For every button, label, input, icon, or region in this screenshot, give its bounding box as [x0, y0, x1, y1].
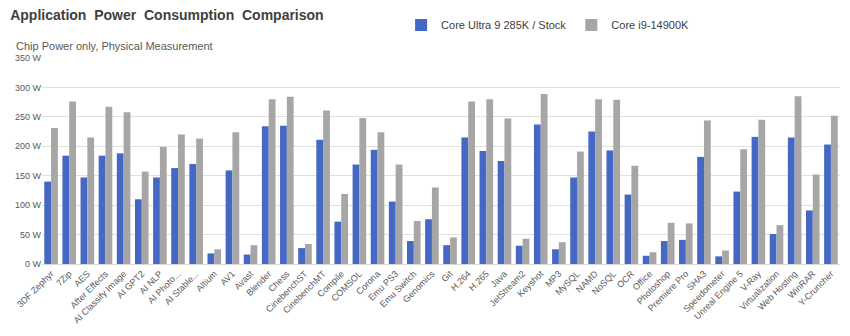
svg-text:Compile: Compile — [315, 269, 345, 299]
svg-text:Blender: Blender — [244, 269, 273, 298]
svg-text:350 W: 350 W — [15, 53, 42, 63]
svg-text:0 W: 0 W — [25, 259, 42, 269]
svg-text:NoSQL: NoSQL — [590, 269, 618, 297]
svg-text:SHA3: SHA3 — [685, 269, 709, 293]
svg-text:AI NLP: AI NLP — [137, 269, 164, 296]
svg-text:250 W: 250 W — [15, 112, 42, 122]
svg-text:AES: AES — [72, 269, 92, 289]
svg-text:Java: Java — [489, 269, 510, 290]
svg-text:Speedometer: Speedometer — [681, 269, 726, 314]
svg-text:CinebenchST: CinebenchST — [264, 268, 310, 314]
svg-text:AI GPT2: AI GPT2 — [115, 269, 146, 300]
svg-text:OCR: OCR — [615, 268, 637, 290]
svg-text:NAMD: NAMD — [574, 268, 600, 294]
svg-text:Office: Office — [631, 269, 655, 293]
svg-text:Photoshop: Photoshop — [635, 269, 673, 307]
svg-text:Emu PS3: Emu PS3 — [366, 269, 400, 303]
svg-text:CinebenchMT: CinebenchMT — [281, 268, 328, 315]
svg-text:3DF Zephyr: 3DF Zephyr — [15, 269, 56, 310]
svg-text:Keyshot: Keyshot — [515, 268, 545, 298]
svg-text:AI Stable...: AI Stable... — [163, 269, 201, 307]
svg-text:Avast: Avast — [232, 268, 255, 291]
svg-text:Core i9-14900K: Core i9-14900K — [611, 19, 689, 31]
svg-text:COMSOL: COMSOL — [329, 269, 364, 304]
svg-text:Genomics: Genomics — [401, 268, 437, 304]
svg-text:200 W: 200 W — [15, 141, 42, 151]
svg-text:MySQL: MySQL — [553, 269, 581, 297]
svg-text:Virtualization: Virtualization — [738, 269, 781, 312]
svg-text:Premiere Pro: Premiere Pro — [646, 269, 691, 314]
svg-text:JetStream2: JetStream2 — [488, 269, 528, 309]
svg-text:MP3: MP3 — [543, 269, 563, 289]
svg-text:100 W: 100 W — [15, 200, 42, 210]
svg-text:Git: Git — [439, 268, 455, 284]
svg-text:Corona: Corona — [354, 269, 382, 297]
svg-text:AI Classify Image: AI Classify Image — [72, 269, 129, 326]
svg-text:7Zip: 7Zip — [54, 269, 73, 288]
svg-text:Emu Switch: Emu Switch — [378, 269, 419, 310]
svg-text:Unreal Engine 5: Unreal Engine 5 — [692, 269, 745, 322]
svg-text:300 W: 300 W — [15, 83, 42, 93]
svg-text:Application Power Consumptio: Application Power Consumption Comparison — [10, 7, 323, 23]
svg-text:AV1: AV1 — [218, 269, 237, 288]
svg-text:50 W: 50 W — [20, 230, 42, 240]
svg-text:H.265: H.265 — [467, 269, 491, 293]
svg-text:Chess: Chess — [266, 268, 291, 293]
svg-text:WinRAR: WinRAR — [786, 268, 818, 300]
svg-text:Chip Power only, Physical Meas: Chip Power only, Physical Measurement — [16, 40, 213, 52]
svg-text:150 W: 150 W — [15, 171, 42, 181]
svg-text:Y-Cruncher: Y-Cruncher — [796, 269, 835, 308]
svg-text:H.264: H.264 — [449, 269, 473, 293]
svg-text:V-Ray: V-Ray — [739, 268, 764, 293]
svg-text:After Effects: After Effects — [68, 268, 110, 310]
svg-text:Core Ultra 9 285K / Stock: Core Ultra 9 285K / Stock — [441, 19, 566, 31]
svg-text:Web Hosting: Web Hosting — [756, 269, 799, 312]
svg-text:Altium: Altium — [194, 269, 219, 294]
svg-text:AI Photo...: AI Photo... — [146, 269, 183, 306]
